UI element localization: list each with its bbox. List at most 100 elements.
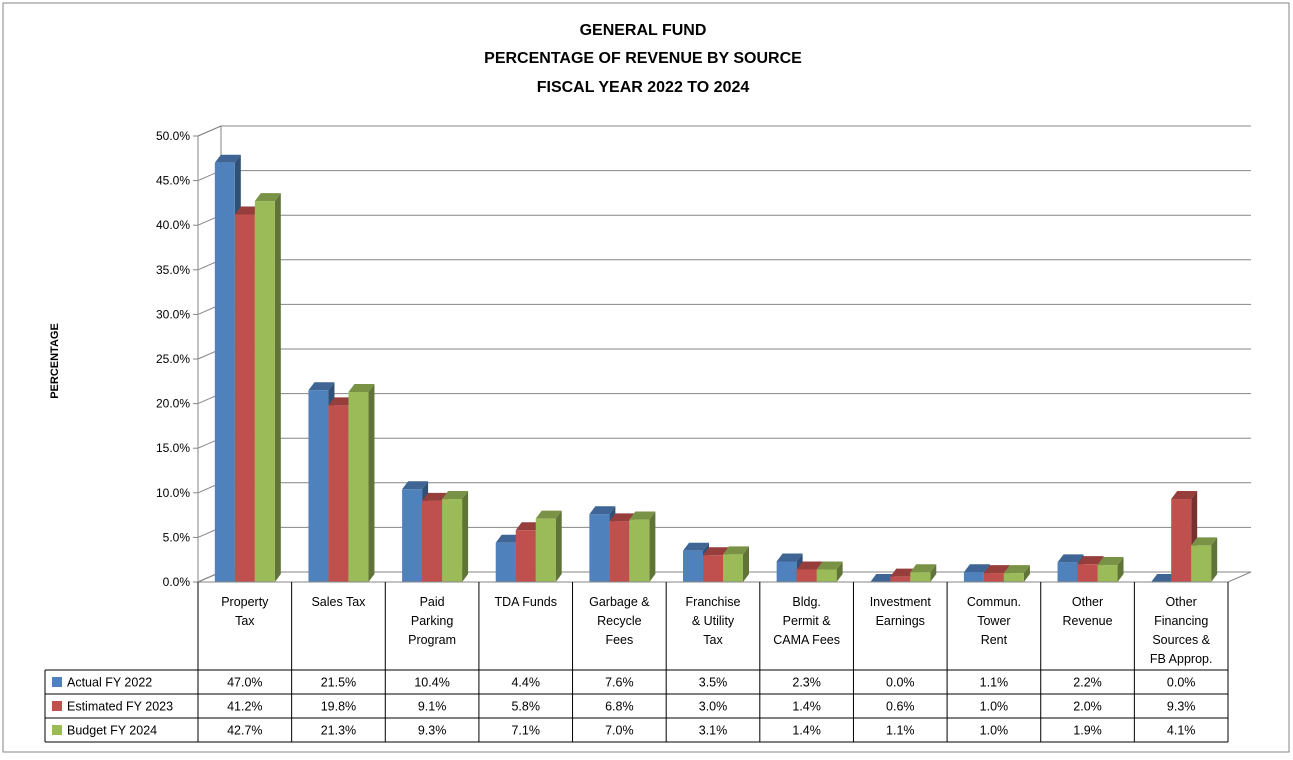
- bar: [515, 530, 536, 582]
- category-label: FB Approp.: [1150, 652, 1213, 666]
- bar: [442, 499, 463, 582]
- legend-swatch: [52, 701, 62, 711]
- y-tick-label: 30.0%: [156, 307, 190, 321]
- bar: [609, 521, 630, 582]
- category-label: & Utility: [692, 614, 735, 628]
- bar-side: [649, 511, 656, 582]
- legend-entry: Budget FY 2024: [67, 724, 157, 738]
- chart-title-line-3: FISCAL YEAR 2022 TO 2024: [537, 79, 750, 96]
- bar: [535, 518, 556, 582]
- data-table-cell: 4.1%: [1167, 724, 1196, 738]
- data-table-cell: 1.1%: [980, 676, 1009, 690]
- bar-top: [308, 382, 335, 391]
- category-label: Paid: [420, 595, 445, 609]
- bar-side: [462, 491, 469, 582]
- bar-top: [870, 574, 897, 582]
- bar-top: [234, 206, 261, 215]
- bar: [1171, 499, 1192, 582]
- category-label: Bldg.: [792, 595, 821, 609]
- gridline: [197, 125, 1251, 137]
- data-table-cell: 1.0%: [980, 700, 1009, 714]
- category-label: Financing: [1154, 614, 1208, 628]
- bar-top: [328, 397, 355, 406]
- data-table-cell: 3.1%: [699, 724, 728, 738]
- bar-side: [1211, 537, 1218, 582]
- category-label: Rent: [981, 633, 1008, 647]
- data-table-cell: 41.2%: [227, 700, 262, 714]
- bar: [816, 569, 837, 582]
- bar-side: [836, 561, 843, 582]
- data-table-cell: 42.7%: [227, 724, 262, 738]
- data-table-cell: 9.3%: [418, 724, 447, 738]
- bar: [1003, 573, 1024, 582]
- bar: [214, 162, 235, 582]
- y-tick-label: 40.0%: [156, 218, 190, 232]
- bars: [214, 154, 1218, 582]
- data-table-cell: 7.6%: [605, 676, 634, 690]
- data-table-cell: 21.3%: [321, 724, 356, 738]
- bar-side: [1117, 557, 1124, 582]
- bar-top: [703, 547, 729, 556]
- titles: GENERAL FUND PERCENTAGE OF REVENUE BY SO…: [49, 22, 802, 399]
- bar-top: [535, 510, 562, 519]
- chart-title-line-1: GENERAL FUND: [580, 22, 707, 39]
- bar: [1191, 545, 1212, 582]
- category-label: Revenue: [1063, 614, 1113, 628]
- bar-top: [796, 561, 823, 570]
- data-table-cell: 0.6%: [886, 700, 915, 714]
- bar-top: [683, 542, 709, 551]
- data-table-cell: 3.0%: [699, 700, 728, 714]
- category-label: Permit &: [783, 614, 832, 628]
- category-label: Other: [1166, 595, 1197, 609]
- data-table-cell: 0.0%: [1167, 676, 1196, 690]
- data-table-cell: 9.3%: [1167, 700, 1196, 714]
- data-table-cell: 0.0%: [886, 676, 915, 690]
- bar: [723, 554, 743, 582]
- bar-top: [629, 511, 656, 520]
- bar-top: [402, 481, 429, 490]
- category-label: Tax: [235, 614, 255, 628]
- bar-side: [1023, 565, 1030, 582]
- data-table-cell: 47.0%: [227, 676, 262, 690]
- data-table-cell: 7.1%: [511, 724, 540, 738]
- bar-top: [1191, 537, 1218, 546]
- y-axis: 0.0% 5.0% 10.0% 15.0% 20.0% 25.0% 30.0% 35.0% 40…: [156, 129, 1228, 589]
- bar-top: [816, 561, 843, 570]
- bar: [422, 500, 443, 582]
- bar-top: [609, 513, 636, 522]
- bar-top: [254, 193, 281, 202]
- y-tick-label: 15.0%: [156, 441, 190, 455]
- bar: [910, 572, 931, 582]
- bar-top: [723, 546, 749, 555]
- bar: [402, 489, 423, 582]
- category-label: Recycle: [597, 614, 642, 628]
- bar: [890, 576, 911, 582]
- bar-top: [589, 506, 616, 515]
- y-tick-label: 5.0%: [163, 530, 191, 544]
- category-label: Other: [1072, 595, 1103, 609]
- bar: [1077, 564, 1098, 582]
- category-label: Tax: [703, 633, 723, 647]
- bar-top: [1097, 557, 1124, 566]
- bar: [1097, 565, 1118, 582]
- category-label: Fees: [605, 633, 633, 647]
- y-tick-label: 25.0%: [156, 352, 190, 366]
- category-label: Parking: [411, 614, 453, 628]
- y-tick-label: 35.0%: [156, 263, 190, 277]
- bar: [776, 561, 797, 582]
- y-tick-label: 0.0%: [163, 575, 191, 589]
- data-table-cell: 9.1%: [418, 700, 447, 714]
- category-label: CAMA Fees: [773, 633, 840, 647]
- bar: [495, 542, 516, 582]
- bar-side: [368, 384, 375, 582]
- bar: [796, 569, 817, 582]
- bar-top: [983, 565, 1010, 574]
- bar-top: [495, 534, 522, 543]
- bar-side: [930, 564, 937, 582]
- bar: [589, 514, 610, 582]
- bar: [308, 390, 329, 582]
- bar: [963, 572, 984, 582]
- data-table-cell: 21.5%: [321, 676, 356, 690]
